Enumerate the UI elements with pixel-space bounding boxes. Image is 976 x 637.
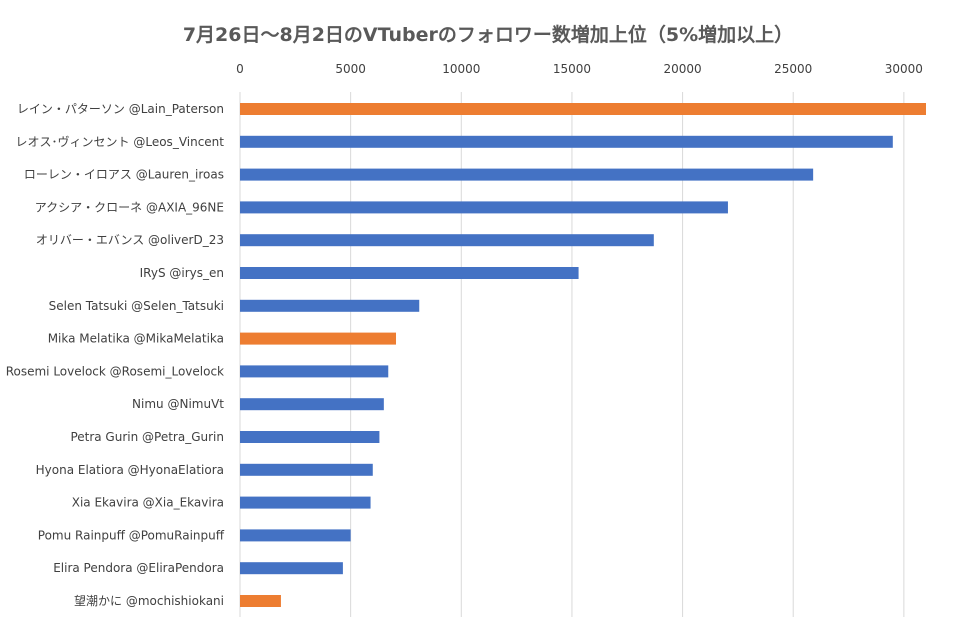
category-label: レオス･ヴィンセント @Leos_Vincent (16, 134, 225, 149)
category-label: Mika Melatika @MikaMelatika (48, 332, 224, 346)
x-tick-label: 30000 (885, 62, 923, 76)
bar (240, 496, 371, 509)
bar (240, 299, 420, 312)
category-label: 望潮かに @mochishiokani (74, 593, 224, 608)
bar (240, 398, 384, 411)
x-axis-tick-labels: 0 5000 10000 15000 20000 25000 30000 (236, 62, 923, 76)
bar (240, 168, 814, 181)
bar (240, 529, 351, 542)
x-tick-label: 15000 (553, 62, 591, 76)
bar (240, 365, 389, 378)
category-labels: レイン・パターソン @Lain_Paterson レオス･ヴィンセント @Leos… (6, 102, 225, 608)
bar (240, 595, 281, 607)
category-label: Pomu Rainpuff @PomuRainpuff (38, 528, 225, 542)
bar (240, 267, 579, 279)
bar (240, 201, 728, 214)
chart-title: 7月26日～8月2日のVTuberのフォロワー数増加上位（5%増加以上） (183, 23, 793, 46)
category-label: オリバー・エバンス @oliverD_23 (36, 233, 224, 247)
category-label: Petra Gurin @Petra_Gurin (70, 430, 224, 444)
category-label: Selen Tatsuki @Selen_Tatsuki (49, 299, 224, 313)
bar (240, 463, 373, 476)
category-label: レイン・パターソン @Lain_Paterson (17, 102, 224, 116)
category-label: Elira Pendora @EliraPendora (53, 561, 224, 575)
category-label: Xia Ekavira @Xia_Ekavira (72, 496, 224, 510)
x-tick-label: 5000 (335, 62, 366, 76)
category-label: IRyS @irys_en (140, 266, 224, 280)
bar (240, 332, 397, 345)
bars (240, 103, 926, 607)
bar (240, 103, 926, 115)
bar (240, 562, 343, 575)
category-label: Nimu @NimuVt (132, 397, 224, 411)
category-label: アクシア・クローネ @AXIA_96NE (35, 200, 224, 214)
x-tick-label: 10000 (442, 62, 480, 76)
x-tick-label: 20000 (663, 62, 701, 76)
x-tick-label: 25000 (774, 62, 812, 76)
category-label: ローレン・イロアス @Lauren_iroas (24, 168, 224, 182)
bar (240, 234, 654, 247)
category-label: Rosemi Lovelock @Rosemi_Lovelock (6, 364, 224, 378)
x-tick-label: 0 (236, 62, 244, 76)
bar (240, 431, 380, 443)
category-label: Hyona Elatiora @HyonaElatiora (36, 463, 224, 477)
bar (240, 135, 893, 148)
